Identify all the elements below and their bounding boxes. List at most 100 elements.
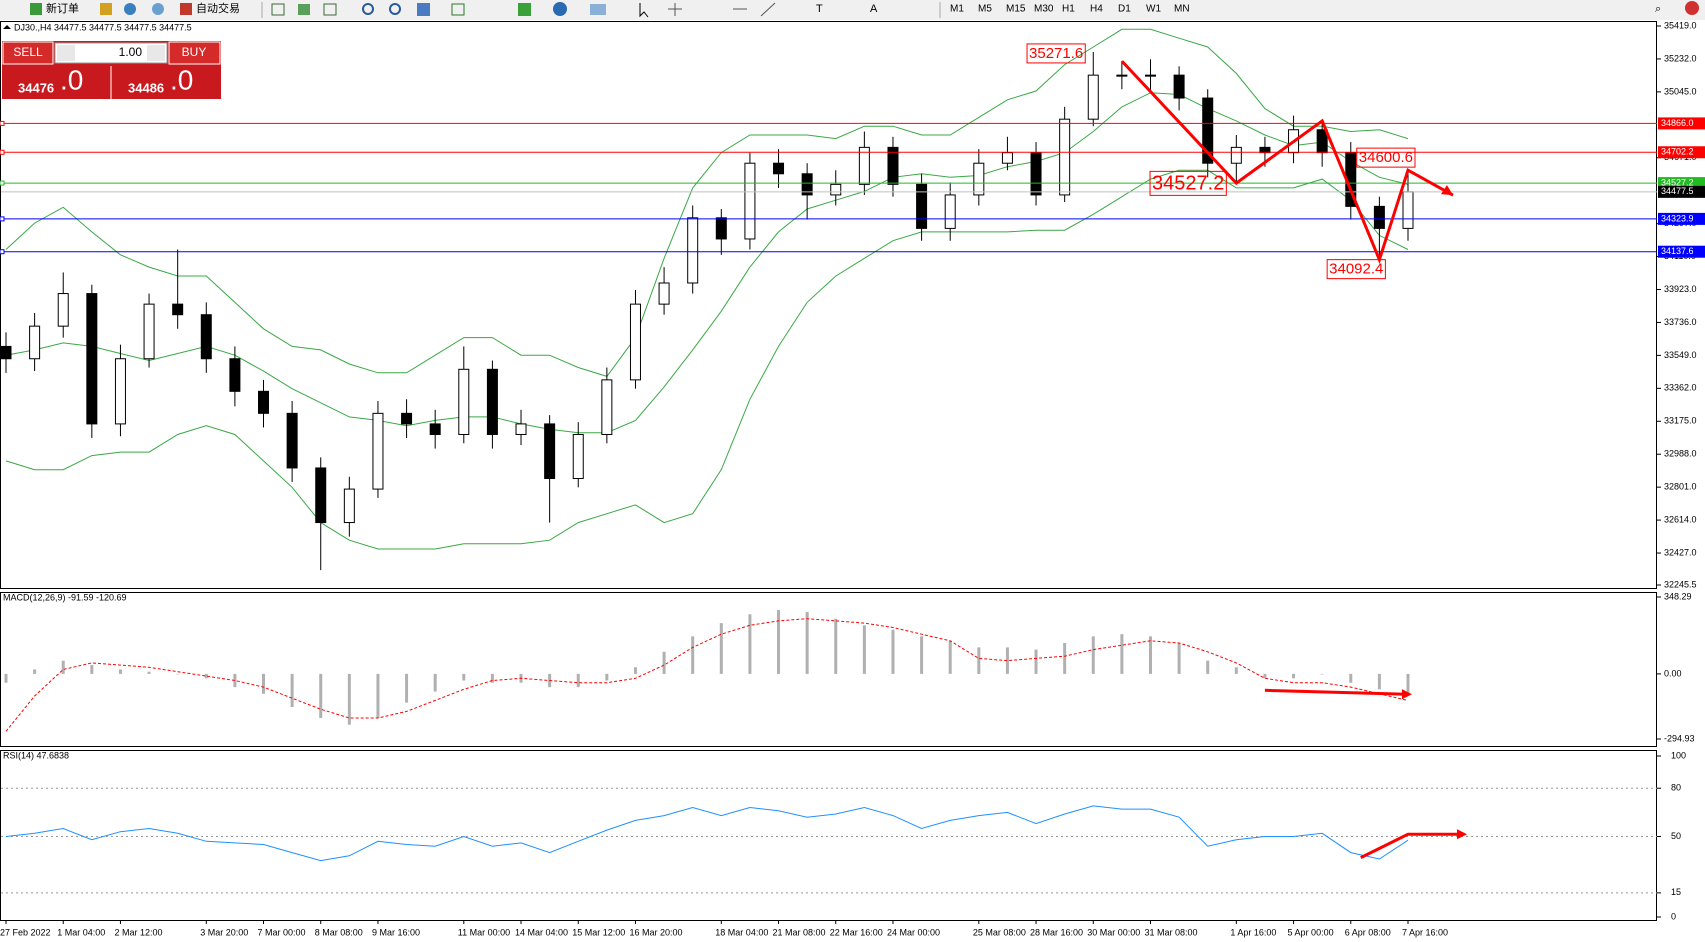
candle-body [773,162,785,175]
macd-bar [405,673,409,703]
market-icon[interactable] [124,3,136,15]
macd-bar [1005,647,1009,674]
macd-bar [1292,673,1296,679]
y-tick-label: 32801.0 [1664,482,1697,492]
signal-line [5,618,1409,732]
bar-chart-icon[interactable] [271,3,285,16]
zoom-in-icon[interactable] [362,3,374,15]
y-tick-label: 35232.0 [1664,53,1697,63]
crosshair-icon[interactable] [668,3,682,16]
x-tick-label: 5 Apr 00:00 [1288,927,1334,937]
sell-button[interactable] [2,41,54,65]
timeframe-button[interactable]: M5 [978,4,992,15]
x-tick-label: 18 Mar 04:00 [715,927,768,937]
macd-bar [290,673,294,708]
timeframe-button[interactable]: MN [1174,4,1190,15]
symbol-marker [3,25,11,29]
macd-bar [805,612,809,674]
timeframe-button[interactable]: H1 [1062,4,1075,15]
y-tick-label: 32245.5 [1664,579,1697,589]
auto-trading-icon[interactable] [180,3,192,15]
timeframe-button[interactable]: D1 [1118,4,1131,15]
macd-bar [376,673,380,719]
level-label: 34527.2 [1661,177,1694,187]
expert-icon[interactable] [100,3,112,15]
scroll-icon[interactable] [451,3,465,16]
bid-price-tail[interactable]: .0 [60,64,83,95]
search-icon[interactable]: ⌕ [1655,3,1661,15]
candle-body [86,293,98,425]
candle-body [1001,152,1013,164]
timeframe-button[interactable]: W1 [1146,4,1161,15]
annotation-box [1026,43,1086,64]
candle-body [1030,152,1042,196]
candle-body [29,325,41,360]
candle-body [916,183,928,229]
label-tool[interactable]: A [870,3,878,15]
level-label: 34137.6 [1661,246,1694,256]
timeframe-button[interactable]: M15 [1006,4,1026,15]
ask-price-tail[interactable]: .0 [170,64,193,95]
macd-bar [433,673,437,692]
candle-body [629,303,641,381]
zigzag-annotation [1120,60,1454,265]
signals-icon[interactable] [152,3,164,15]
sell-label[interactable]: SELL [13,45,43,59]
buy-button[interactable] [168,41,221,65]
ask-price[interactable]: 34486 [128,80,164,95]
lots-up[interactable] [147,45,165,61]
level-label: 34323.9 [1661,213,1694,223]
macd-bar [1377,673,1381,690]
y-tick-label: 100 [1671,750,1686,760]
new-order-button[interactable]: 新订单 [46,1,79,15]
macd-bar [262,673,266,694]
macd-bar [633,667,637,674]
y-tick-label: 80 [1671,783,1681,793]
text-tool[interactable]: T [816,3,823,15]
arrow-head [1457,829,1467,840]
candle-body [286,412,298,469]
candle-body [830,183,842,196]
candle-body [715,217,727,240]
new-order-icon[interactable] [30,3,42,15]
indicators-icon[interactable] [518,3,531,16]
candle-chart-icon[interactable] [298,4,310,15]
candle-body [429,423,441,435]
line-chart-icon[interactable] [323,3,337,16]
templates-icon[interactable] [590,4,606,15]
macd-bar [33,669,37,674]
trendline-icon[interactable] [760,2,776,17]
x-tick-label: 25 Mar 08:00 [973,927,1026,937]
candle-body [372,412,384,490]
macd-bar [90,665,94,674]
macd-bar [1120,634,1124,674]
lots-value[interactable]: 1.00 [119,45,143,59]
macd-bar [977,647,981,674]
lots-down[interactable] [57,45,75,61]
y-tick-label: 33362.0 [1664,383,1697,393]
x-tick-label: 11 Mar 00:00 [458,927,510,937]
macd-bar [605,673,609,681]
auto-trading-button[interactable]: 自动交易 [196,1,240,15]
zoom-out-icon[interactable] [389,3,401,15]
macd-bar [1034,649,1038,674]
cursor-icon[interactable] [639,3,649,18]
notification-icon[interactable] [1685,1,1699,15]
lots-field[interactable] [54,42,168,64]
timeframe-button[interactable]: H4 [1090,4,1103,15]
buy-label[interactable]: BUY [182,45,207,59]
candle-body [114,358,126,425]
macd-bar [233,673,237,688]
timeframe-button[interactable]: M30 [1034,4,1054,15]
periods-icon[interactable] [553,2,567,16]
bid-price[interactable]: 34476 [18,80,54,95]
candle-body [57,293,69,327]
candle-body [973,162,985,196]
price-annotation: 34600.6 [1359,149,1413,166]
x-tick-label: 31 Mar 08:00 [1144,927,1197,937]
timeframe-button[interactable]: M1 [950,4,964,15]
x-tick-label: 6 Apr 08:00 [1345,927,1391,937]
tile-icon[interactable] [417,3,430,16]
y-tick-label: 50 [1671,831,1681,841]
y-tick-label: 33549.0 [1664,350,1697,360]
